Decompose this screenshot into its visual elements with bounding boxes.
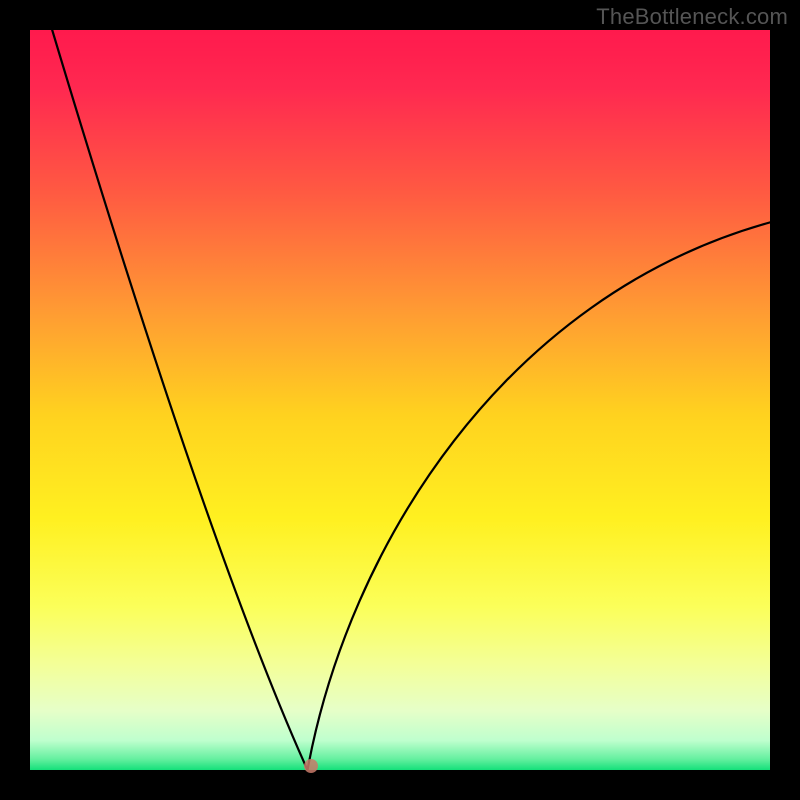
nadir-marker [304, 759, 318, 773]
bottleneck-curve [30, 30, 770, 770]
plot-area [30, 30, 770, 770]
watermark-text: TheBottleneck.com [596, 4, 788, 30]
